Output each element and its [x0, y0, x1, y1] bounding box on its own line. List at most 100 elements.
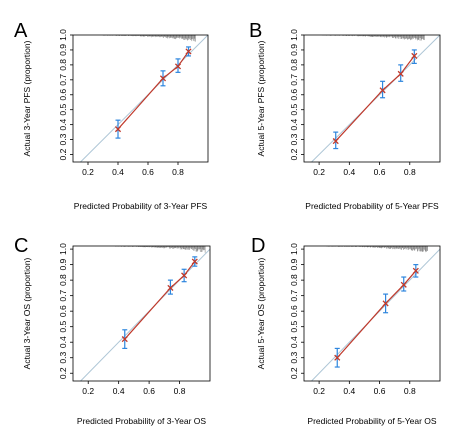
- x-tick-label: 0.8: [174, 386, 186, 396]
- point-marker: [411, 52, 418, 59]
- calibration-plot: 0.2 0.4 0.6 0.8 0.2 0.3 0.4 0.5 0.6 0.7 0.8 0.9 1.0 P…: [22, 243, 211, 426]
- x-tick-label: 0.6: [374, 386, 386, 396]
- x-tick-label: 0.2: [313, 386, 325, 396]
- calibration-point: [174, 58, 182, 73]
- point-marker: [114, 126, 122, 133]
- prediction-rug: [115, 246, 206, 253]
- chart-panel-a: A 0.2 0.4 0.6 0.8 0.2 0.3 0.4 0.5 0.6 0.7 0.8 0.9 1.…: [0, 0, 237, 221]
- y-tick-label: 0.4: [58, 336, 68, 348]
- y-tick-label: 0.2: [58, 148, 68, 160]
- plot-frame: [303, 34, 441, 163]
- calibration-line: [117, 51, 189, 130]
- y-tick-label: 1.0: [58, 29, 68, 41]
- y-axis-label: Actual 5-Year OS (proportion): [256, 258, 266, 370]
- plot-frame: [72, 34, 209, 163]
- y-tick-label: 0.8: [58, 274, 68, 286]
- y-tick-label: 0.2: [289, 367, 299, 379]
- ideal-diagonal-line: [80, 248, 211, 382]
- chart-panel-c: C 0.2 0.4 0.6 0.8 0.2 0.3 0.4 0.5 0.6 0.7 0.8 0.9 1.…: [0, 221, 237, 442]
- panel-letter: C: [14, 235, 29, 257]
- calibration-point: [397, 64, 404, 82]
- y-tick-label: 0.6: [58, 305, 68, 317]
- calibration-line: [336, 270, 417, 359]
- x-tick-label: 0.4: [343, 167, 355, 177]
- chart-panel-d: D 0.2 0.4 0.6 0.8 0.2 0.3 0.4 0.5 0.6 0.7 0.8 0.9 1.…: [237, 221, 474, 442]
- x-tick-label: 0.8: [172, 167, 184, 177]
- y-tick-label: 0.4: [289, 118, 299, 130]
- y-tick-label: 1.0: [289, 243, 299, 255]
- calibration-point: [382, 293, 389, 314]
- panel-letter: D: [251, 235, 266, 257]
- y-tick-label: 0.7: [289, 289, 299, 301]
- x-axis-label: Predicted Probability of 5-Year OS: [307, 416, 436, 426]
- y-tick-label: 0.3: [58, 352, 68, 364]
- prediction-rug: [326, 246, 428, 253]
- calibration-point: [167, 279, 174, 295]
- x-axis-label: Predicted Probability of 3-Year OS: [77, 416, 206, 426]
- y-axis-label: Actual 3-Year PFS (proportion): [22, 40, 32, 156]
- panel-letter: B: [249, 20, 263, 42]
- y-tick-label: 0.5: [289, 104, 299, 116]
- calibration-line: [335, 55, 415, 142]
- point-marker: [191, 258, 198, 265]
- y-tick-label: 0.8: [289, 274, 299, 286]
- x-tick-label: 0.6: [142, 167, 154, 177]
- y-tick-label: 0.2: [58, 367, 68, 379]
- x-tick-label: 0.6: [143, 386, 155, 396]
- y-tick-label: 0.9: [58, 258, 68, 270]
- y-tick-label: 0.8: [289, 59, 299, 71]
- prediction-rug: [102, 35, 196, 42]
- calibration-plot: 0.2 0.4 0.6 0.8 0.2 0.3 0.4 0.5 0.6 0.7 0.8 0.9 1.0 P…: [22, 29, 209, 211]
- calibration-point: [191, 256, 198, 267]
- y-tick-label: 0.6: [289, 305, 299, 317]
- y-tick-label: 0.3: [289, 133, 299, 145]
- y-tick-label: 0.4: [58, 118, 68, 130]
- plot-frame: [303, 245, 441, 382]
- y-tick-label: 0.9: [289, 44, 299, 56]
- y-tick-label: 0.5: [289, 321, 299, 333]
- calibration-point: [412, 264, 419, 278]
- x-axis-label: Predicted Probability of 3-Year PFS: [74, 201, 208, 211]
- calibration-line: [124, 261, 196, 340]
- x-tick-label: 0.2: [82, 167, 94, 177]
- y-tick-label: 0.6: [289, 89, 299, 101]
- x-tick-label: 0.4: [112, 167, 124, 177]
- y-tick-label: 0.5: [58, 321, 68, 333]
- y-tick-label: 0.3: [289, 352, 299, 364]
- calibration-point: [334, 347, 341, 368]
- calibration-point: [159, 70, 167, 87]
- point-marker: [400, 281, 407, 288]
- y-tick-label: 0.9: [58, 44, 68, 56]
- calibration-point: [121, 329, 128, 350]
- point-marker: [174, 63, 182, 70]
- calibration-point: [185, 46, 192, 57]
- x-tick-label: 0.8: [404, 167, 416, 177]
- y-tick-label: 0.8: [58, 59, 68, 71]
- point-marker: [397, 70, 404, 77]
- y-tick-label: 0.3: [58, 133, 68, 145]
- y-tick-label: 0.2: [289, 148, 299, 160]
- calibration-point: [411, 49, 418, 64]
- x-tick-label: 0.6: [374, 167, 386, 177]
- point-marker: [332, 138, 339, 145]
- point-marker: [334, 354, 341, 361]
- point-marker: [181, 272, 188, 279]
- point-marker: [159, 75, 167, 82]
- y-tick-label: 0.7: [58, 289, 68, 301]
- chart-panel-b: B 0.2 0.4 0.6 0.8 0.2 0.3 0.4 0.5 0.6 0.7 0.8 0.9 1.…: [237, 0, 474, 221]
- plot-frame: [72, 245, 211, 382]
- calibration-plot: 0.2 0.4 0.6 0.8 0.2 0.3 0.4 0.5 0.6 0.7 0.8 0.9 1.0 P…: [256, 243, 441, 426]
- point-marker: [185, 48, 192, 55]
- point-marker: [379, 87, 386, 94]
- x-tick-label: 0.8: [404, 386, 416, 396]
- x-tick-label: 0.2: [313, 167, 325, 177]
- prediction-rug: [321, 35, 425, 41]
- calibration-plot: 0.2 0.4 0.6 0.8 0.2 0.3 0.4 0.5 0.6 0.7 0.8 0.9 1.0 P…: [256, 29, 441, 211]
- y-tick-label: 0.7: [58, 74, 68, 86]
- point-marker: [382, 300, 389, 307]
- y-tick-label: 0.6: [58, 89, 68, 101]
- panel-letter: A: [14, 20, 28, 42]
- x-tick-label: 0.4: [113, 386, 125, 396]
- calibration-point: [332, 131, 339, 150]
- x-tick-label: 0.2: [82, 386, 94, 396]
